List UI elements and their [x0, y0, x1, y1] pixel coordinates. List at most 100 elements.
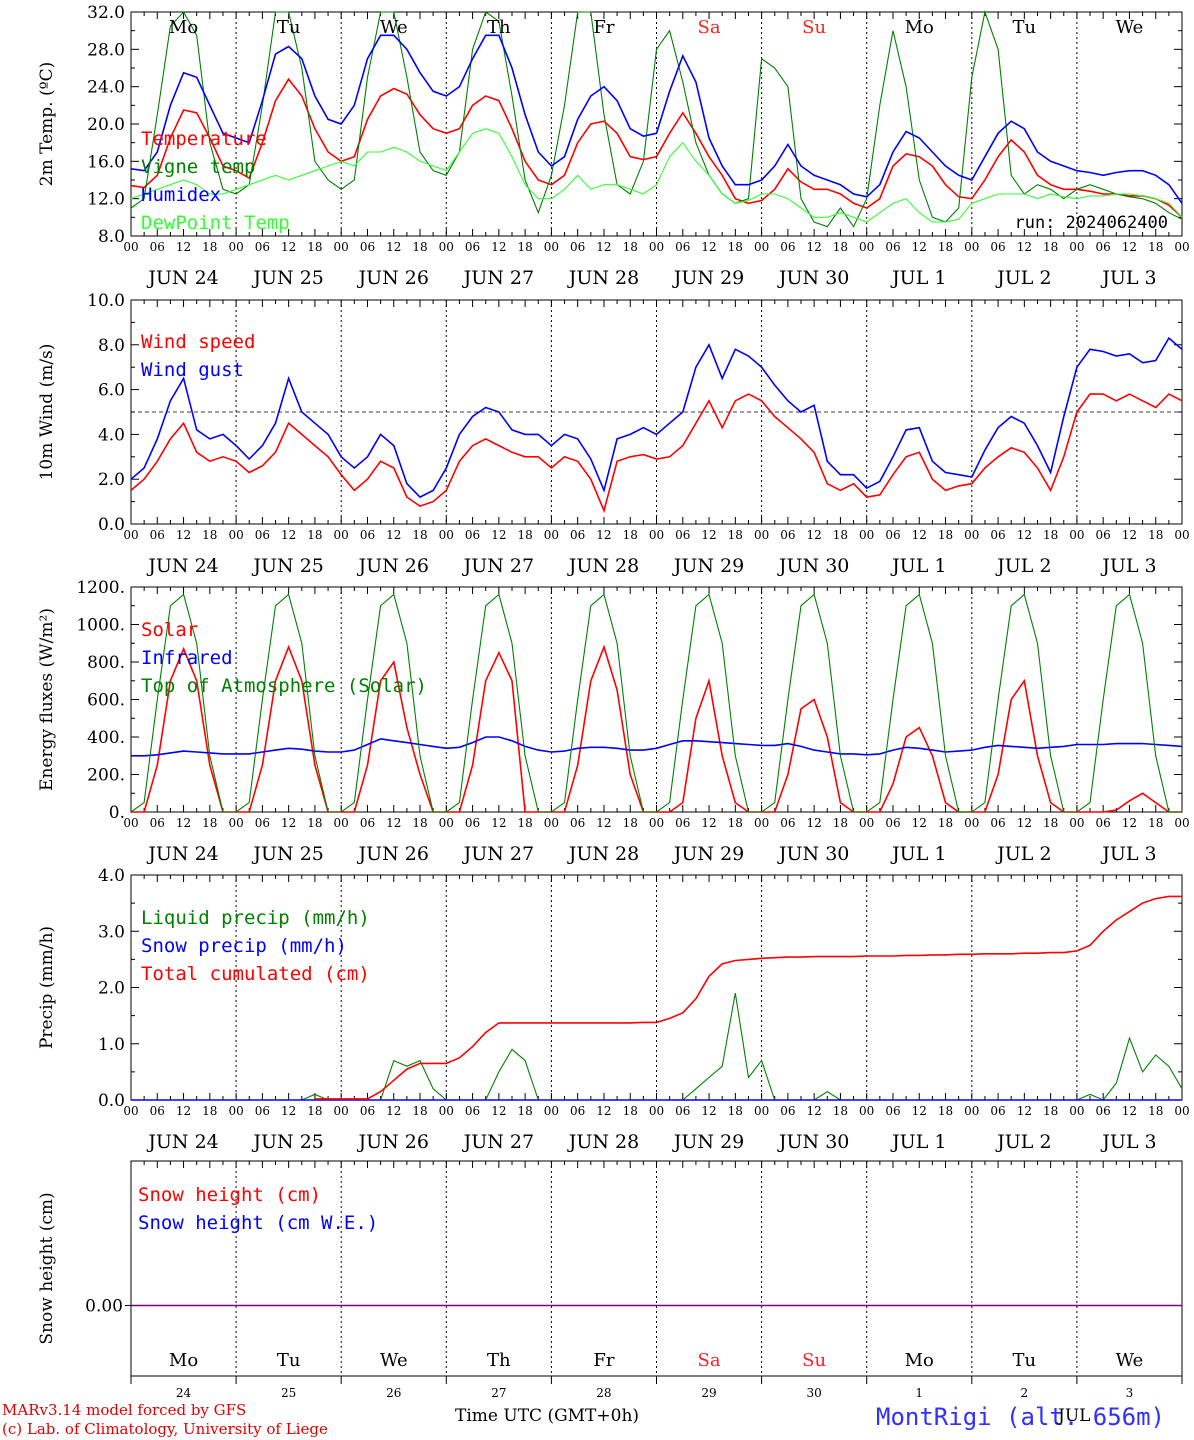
hour-tick-label: 12	[1017, 1104, 1032, 1118]
hour-tick-label: 00	[544, 240, 559, 254]
y-tick-label: 2.0	[98, 979, 125, 999]
hour-tick-label: 06	[150, 240, 165, 254]
legend-entry: Wind gust	[141, 359, 244, 381]
hour-tick-label: 18	[833, 816, 848, 830]
hour-tick-label: 18	[938, 1104, 953, 1118]
hour-tick-label: 12	[596, 816, 611, 830]
hour-tick-label: 18	[728, 1104, 743, 1118]
hour-tick-label: 06	[675, 816, 690, 830]
panel-4: 0.0 1.0 2.0 3.0 4.0 Precip (mm/h) Liquid preci…	[37, 866, 1190, 1153]
y-tick-label: 600.	[87, 691, 125, 711]
hour-tick-label: 18	[517, 240, 532, 254]
weekday-label: Tu	[1013, 1350, 1037, 1371]
hour-tick-label: 12	[386, 1104, 401, 1118]
hour-tick-label: 06	[255, 816, 270, 830]
hour-tick-label: 12	[281, 816, 296, 830]
hour-tick-label: 00	[754, 528, 769, 542]
hour-tick-label: 00	[754, 240, 769, 254]
hour-tick-label: 12	[1017, 816, 1032, 830]
weekday-label: Mo	[905, 17, 934, 38]
weekday-label: Mo	[169, 17, 198, 38]
date-label: JUN 26	[357, 267, 429, 289]
hour-tick-label: 12	[386, 528, 401, 542]
series-line-wind-gust	[130, 336, 1183, 499]
hour-tick-label: 00	[859, 816, 874, 830]
hour-tick-label: 06	[255, 1104, 270, 1118]
hour-tick-label: 00	[859, 1104, 874, 1118]
hour-tick-label: 06	[885, 1104, 900, 1118]
date-label: JUN 24	[146, 1131, 218, 1153]
day-number-label: 26	[386, 1386, 401, 1400]
series-line-total-cumulated-cm-	[314, 895, 1182, 1100]
hour-tick-label: 18	[1043, 1104, 1058, 1118]
snow-x-overlap-label: JUL	[1058, 1406, 1091, 1426]
legend-entry: DewPoint Temp	[141, 212, 290, 234]
hour-tick-label: 06	[780, 240, 795, 254]
date-label: JUN 26	[357, 1131, 429, 1153]
hour-tick-label: 06	[360, 1104, 375, 1118]
hour-tick-label: 06	[990, 240, 1005, 254]
weekday-label: We	[380, 17, 408, 38]
hour-tick-label: 06	[990, 816, 1005, 830]
hour-tick-label: 06	[360, 816, 375, 830]
y-tick-label: 0.	[109, 803, 125, 823]
hour-tick-label: 00	[439, 816, 454, 830]
hour-tick-label: 12	[1017, 240, 1032, 254]
hour-tick-label: 00	[1174, 1104, 1189, 1118]
date-label: JUN 29	[672, 555, 744, 577]
legend-entry: Solar	[141, 619, 198, 641]
hour-tick-label: 12	[176, 240, 191, 254]
hour-tick-label: 12	[912, 240, 927, 254]
hour-tick-label: 06	[570, 1104, 585, 1118]
weekday-label: Th	[487, 1350, 511, 1371]
hour-tick-label: 06	[675, 1104, 690, 1118]
date-label: JUN 28	[567, 267, 639, 289]
model-credit-line-2: (c) Lab. of Climatology, University of L…	[2, 1420, 328, 1438]
hour-tick-label: 00	[334, 1104, 349, 1118]
hour-tick-label: 06	[885, 528, 900, 542]
hour-tick-label: 18	[307, 1104, 322, 1118]
hour-tick-label: 06	[1096, 816, 1111, 830]
hour-tick-label: 18	[623, 1104, 638, 1118]
weekday-label: Su	[802, 1350, 826, 1371]
hour-tick-label: 12	[491, 816, 506, 830]
hour-tick-label: 00	[964, 240, 979, 254]
date-label: JUL 3	[1100, 843, 1156, 865]
hour-tick-label: 12	[807, 528, 822, 542]
hour-tick-label: 18	[623, 528, 638, 542]
hour-tick-label: 12	[596, 528, 611, 542]
day-number-label: 25	[281, 1386, 296, 1400]
day-number-label: 2	[1021, 1386, 1029, 1400]
run-annotation: run: 2024062400	[1014, 213, 1168, 233]
hour-tick-label: 00	[754, 816, 769, 830]
y-tick-label: 1000.	[76, 616, 125, 636]
hour-tick-label: 18	[1148, 528, 1163, 542]
y-tick-label: 0.0	[98, 1091, 125, 1111]
hour-tick-label: 00	[1174, 528, 1189, 542]
hour-tick-label: 00	[649, 528, 664, 542]
hour-tick-label: 06	[990, 528, 1005, 542]
hour-tick-label: 18	[517, 1104, 532, 1118]
hour-tick-label: 18	[412, 528, 427, 542]
date-label: JUL 1	[890, 843, 946, 865]
hour-tick-label: 18	[202, 1104, 217, 1118]
date-label: JUN 27	[462, 267, 534, 289]
hour-tick-label: 06	[1096, 1104, 1111, 1118]
date-label: JUN 27	[462, 555, 534, 577]
panel-2: 0.0 2.0 4.0 6.0 8.0 10.0 10m Wind (m/s) Wind sp…	[37, 291, 1190, 577]
y-axis-title: 2m Temp. (ºC)	[37, 62, 57, 187]
hour-tick-label: 00	[1069, 240, 1084, 254]
hour-tick-label: 06	[255, 528, 270, 542]
hour-tick-label: 18	[728, 816, 743, 830]
date-label: JUL 2	[995, 843, 1051, 865]
y-axis-title: Snow height (cm)	[37, 1192, 57, 1344]
hour-tick-label: 06	[465, 1104, 480, 1118]
hour-tick-label: 00	[439, 240, 454, 254]
legend-entry: Top of Atmosphere (Solar)	[141, 675, 427, 697]
hour-tick-label: 00	[964, 1104, 979, 1118]
hour-tick-label: 18	[1043, 816, 1058, 830]
y-tick-label: 16.0	[87, 152, 125, 172]
day-number-label: 24	[176, 1386, 192, 1400]
date-label: JUL 3	[1100, 1131, 1156, 1153]
hour-tick-label: 18	[728, 240, 743, 254]
